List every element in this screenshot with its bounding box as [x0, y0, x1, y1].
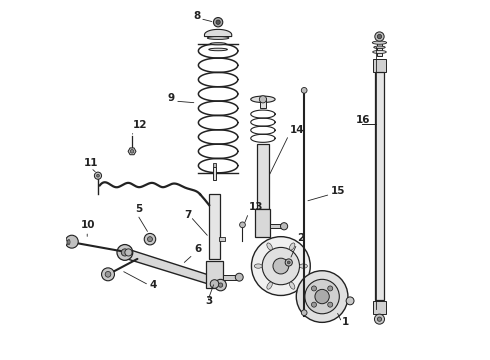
Circle shape	[328, 302, 333, 307]
Circle shape	[125, 249, 132, 256]
Circle shape	[262, 247, 299, 285]
Circle shape	[144, 233, 156, 245]
Ellipse shape	[68, 239, 70, 244]
Text: 11: 11	[84, 158, 98, 168]
Circle shape	[328, 286, 333, 291]
Bar	[377, 42, 382, 56]
Circle shape	[105, 271, 111, 277]
Bar	[372, 59, 386, 72]
Text: 3: 3	[205, 296, 212, 306]
Ellipse shape	[299, 264, 307, 268]
Bar	[257, 144, 269, 209]
Ellipse shape	[267, 282, 272, 289]
Circle shape	[315, 289, 329, 304]
Text: 7: 7	[184, 210, 192, 220]
Circle shape	[95, 172, 101, 179]
Polygon shape	[204, 30, 232, 37]
Text: 10: 10	[81, 220, 95, 230]
Text: 16: 16	[356, 114, 370, 125]
Ellipse shape	[207, 37, 229, 40]
Circle shape	[101, 268, 115, 281]
Circle shape	[312, 286, 317, 291]
Bar	[375, 72, 384, 300]
Circle shape	[374, 314, 385, 324]
Circle shape	[301, 310, 307, 316]
Ellipse shape	[290, 282, 295, 289]
Text: 2: 2	[297, 233, 304, 243]
Ellipse shape	[251, 96, 275, 103]
Circle shape	[219, 283, 223, 287]
Circle shape	[147, 237, 152, 242]
Circle shape	[287, 261, 290, 264]
Ellipse shape	[374, 46, 385, 49]
Circle shape	[377, 317, 382, 321]
Text: 1: 1	[342, 317, 349, 327]
Bar	[213, 163, 216, 167]
Circle shape	[305, 279, 339, 314]
Text: 8: 8	[193, 11, 200, 21]
Bar	[213, 167, 216, 180]
Text: 14: 14	[290, 125, 304, 135]
Circle shape	[216, 20, 220, 24]
Polygon shape	[128, 148, 136, 155]
Circle shape	[259, 96, 267, 103]
Circle shape	[215, 279, 226, 291]
Bar	[206, 261, 223, 288]
Circle shape	[251, 237, 310, 296]
Circle shape	[301, 87, 307, 93]
Circle shape	[117, 244, 133, 260]
Ellipse shape	[209, 48, 227, 51]
Circle shape	[273, 258, 289, 274]
Text: 5: 5	[136, 204, 143, 214]
Circle shape	[235, 273, 243, 281]
Text: 9: 9	[168, 93, 175, 103]
Circle shape	[214, 18, 223, 27]
Bar	[255, 209, 270, 237]
Ellipse shape	[210, 42, 226, 45]
Bar	[223, 275, 239, 280]
Circle shape	[346, 297, 354, 305]
Text: 4: 4	[150, 280, 157, 289]
Bar	[260, 98, 266, 108]
Text: 12: 12	[133, 120, 147, 130]
Bar	[209, 194, 220, 259]
Polygon shape	[122, 248, 223, 288]
Circle shape	[130, 149, 134, 153]
Circle shape	[296, 271, 348, 322]
Bar	[219, 237, 224, 241]
Text: 15: 15	[331, 186, 345, 196]
Ellipse shape	[373, 50, 386, 54]
Ellipse shape	[372, 41, 387, 44]
Circle shape	[285, 259, 293, 266]
Ellipse shape	[66, 240, 68, 245]
Ellipse shape	[290, 243, 295, 250]
Text: 13: 13	[248, 202, 263, 212]
Ellipse shape	[254, 264, 262, 268]
Circle shape	[122, 249, 128, 256]
Bar	[372, 301, 386, 315]
Bar	[270, 224, 284, 228]
Text: 6: 6	[195, 244, 202, 255]
Ellipse shape	[267, 243, 272, 250]
Circle shape	[375, 32, 384, 41]
Circle shape	[210, 280, 219, 288]
Circle shape	[280, 223, 288, 230]
Circle shape	[65, 235, 78, 248]
Circle shape	[377, 35, 382, 39]
Circle shape	[97, 174, 99, 177]
Circle shape	[240, 222, 245, 228]
Circle shape	[312, 302, 317, 307]
